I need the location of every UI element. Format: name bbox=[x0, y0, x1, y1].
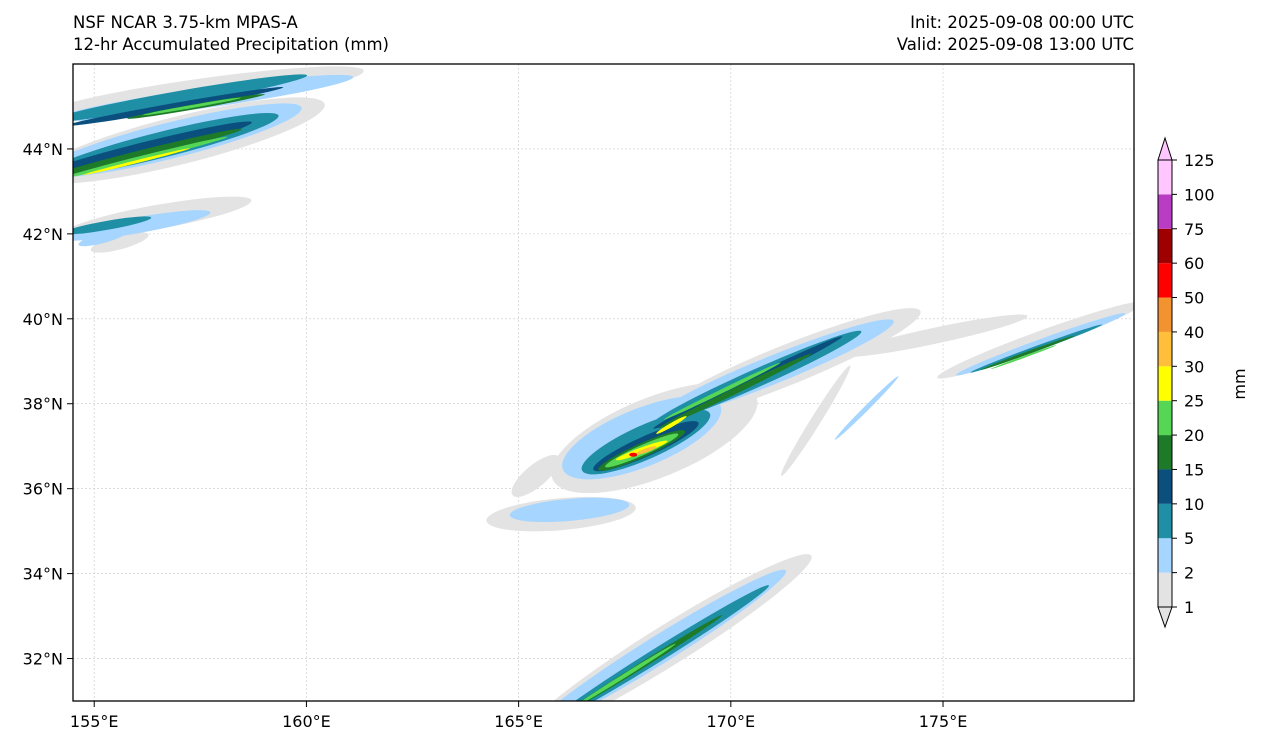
precip-contour bbox=[83, 148, 191, 176]
colorbar-extend-max bbox=[1157, 136, 1173, 161]
precip-contour bbox=[73, 216, 152, 235]
precip-contour bbox=[834, 376, 899, 440]
precip-contour bbox=[635, 446, 657, 455]
precip-contour bbox=[980, 335, 1075, 370]
colorbar-tick-label: 15 bbox=[1184, 460, 1204, 479]
precip-contour bbox=[73, 128, 243, 178]
lat-tick-label: 44°N bbox=[23, 140, 63, 159]
precip-contour bbox=[780, 365, 851, 476]
precip-contour bbox=[78, 230, 127, 247]
precip-contour bbox=[73, 121, 252, 177]
map-background bbox=[73, 64, 1134, 701]
colorbar-segment bbox=[1158, 331, 1172, 367]
lon-ticks: 155°E 160°E 165°E 170°E 175°E bbox=[70, 701, 967, 731]
colorbar-segment bbox=[1158, 503, 1172, 539]
precip-fields bbox=[73, 66, 1134, 701]
colorbar-segment bbox=[1158, 366, 1172, 401]
colorbar-segment bbox=[1158, 297, 1172, 332]
colorbar-segment bbox=[1158, 572, 1172, 607]
precip-contour bbox=[658, 353, 812, 429]
init-time: Init: 2025-09-08 00:00 UTC bbox=[910, 13, 1134, 32]
lon-tick-label: 170°E bbox=[706, 712, 755, 731]
colorbar-tick-label: 1 bbox=[1184, 598, 1194, 617]
precip-contour bbox=[573, 643, 676, 701]
lat-tick-label: 38°N bbox=[23, 395, 63, 414]
precip-contour bbox=[73, 136, 228, 179]
colorbar-segment bbox=[1158, 538, 1172, 573]
precip-contour bbox=[956, 313, 1126, 376]
colorbar-tick-label: 30 bbox=[1184, 357, 1204, 376]
precip-contour bbox=[73, 87, 284, 126]
precip-contour bbox=[90, 232, 149, 253]
map-frame bbox=[72, 63, 1135, 702]
colorbar-segment bbox=[1158, 263, 1172, 298]
colorbar-tick-label: 20 bbox=[1184, 426, 1204, 445]
colorbar-segment bbox=[1158, 400, 1172, 436]
colorbar-tick-label: 125 bbox=[1184, 151, 1215, 170]
precip-contour bbox=[73, 210, 211, 241]
colorbar-tick-label: 25 bbox=[1184, 392, 1204, 411]
lon-tick-label: 160°E bbox=[282, 712, 331, 731]
colorbar-tick-label: 40 bbox=[1184, 323, 1204, 342]
valid-time: Valid: 2025-09-08 13:00 UTC bbox=[896, 35, 1134, 54]
lon-tick-label: 175°E bbox=[919, 712, 968, 731]
field-title: 12-hr Accumulated Precipitation (mm) bbox=[73, 35, 389, 54]
colorbar-segment bbox=[1158, 435, 1172, 470]
colorbar-segment bbox=[1158, 160, 1172, 195]
colorbar-segment bbox=[1158, 228, 1172, 264]
precip-contour bbox=[142, 97, 242, 116]
precip-contour bbox=[509, 497, 630, 523]
lat-ticks: 32°N 34°N 36°N 38°N 40°N 42°N 44°N bbox=[23, 140, 73, 669]
lat-tick-label: 34°N bbox=[23, 565, 63, 584]
precip-contour bbox=[629, 452, 638, 457]
precip-contour bbox=[990, 345, 1057, 370]
colorbar-frame bbox=[1157, 159, 1173, 608]
lon-tick-label: 165°E bbox=[494, 712, 543, 731]
colorbar-segment bbox=[1158, 194, 1172, 229]
lat-tick-label: 42°N bbox=[23, 225, 63, 244]
precip-contour bbox=[841, 314, 1028, 358]
map-plot-area bbox=[72, 63, 1135, 702]
colorbar-tick-label: 75 bbox=[1184, 220, 1204, 239]
precip-contour bbox=[656, 416, 687, 434]
precip-contour bbox=[663, 362, 781, 420]
colorbar-tick-label: 5 bbox=[1184, 529, 1194, 548]
precip-contour bbox=[73, 74, 308, 122]
colorbar-extend-min bbox=[1157, 606, 1173, 629]
lat-tick-label: 36°N bbox=[23, 480, 63, 499]
model-title: NSF NCAR 3.75-km MPAS-A bbox=[73, 13, 298, 32]
gridlines bbox=[73, 64, 1134, 701]
lat-tick-label: 40°N bbox=[23, 310, 63, 329]
colorbar-tick-label: 2 bbox=[1184, 564, 1194, 583]
colorbar-tick-label: 50 bbox=[1184, 289, 1204, 308]
colorbar-tick-label: 100 bbox=[1184, 185, 1215, 204]
colorbar-tick-label: 60 bbox=[1184, 254, 1204, 273]
lat-tick-label: 32°N bbox=[23, 650, 63, 669]
precip-contour bbox=[511, 454, 560, 497]
lon-tick-label: 155°E bbox=[70, 712, 119, 731]
colorbar-segment bbox=[1158, 469, 1172, 504]
colorbar-units-label: mm bbox=[1230, 368, 1249, 399]
colorbar-tick-label: 10 bbox=[1184, 495, 1204, 514]
